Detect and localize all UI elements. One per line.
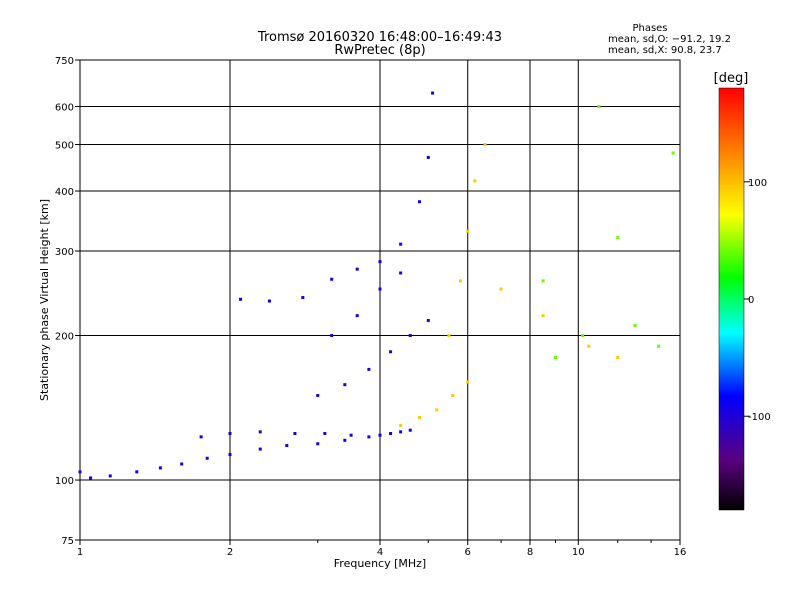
data-point [447,334,451,338]
data-point [293,432,297,436]
data-point [285,444,289,448]
data-point [399,430,403,434]
grid-lines [80,60,680,540]
data-point [466,380,470,384]
y-tick-label: 400 [55,187,74,198]
data-point [389,350,393,354]
data-point [378,433,382,437]
data-point [587,344,591,348]
data-point [426,155,430,159]
data-point [258,447,262,451]
data-point [267,299,271,303]
x-tick-label: 2 [227,547,233,558]
data-point [616,236,620,240]
data-point [671,151,675,155]
data-point [431,91,435,95]
data-point [180,462,184,466]
y-tick-label: 75 [61,536,74,547]
data-point [408,334,412,338]
data-point [458,279,462,283]
stats-o-line: mean, sd,O: −91.2, 19.2 [608,34,731,45]
data-point [399,271,403,275]
data-point [323,432,327,436]
data-point [108,474,112,478]
data-point [426,318,430,322]
y-tick-label: 600 [55,103,74,114]
data-point [158,466,162,470]
data-point [343,438,347,442]
data-point [417,200,421,204]
colorbar-label: [deg] [714,71,749,86]
y-tick-label: 100 [55,476,74,487]
data-point [301,296,305,300]
x-tick-label: 10 [572,547,585,558]
x-tick-label: 16 [674,547,687,558]
data-point [581,334,585,338]
x-axis-label: Frequency [MHz] [334,557,426,570]
data-point [408,428,412,432]
x-tick-label: 4 [377,547,383,558]
data-point [483,143,487,147]
data-point [89,476,93,480]
data-point [228,453,232,457]
x-tick-label: 8 [527,547,533,558]
data-point [355,314,359,318]
x-tick-label: 6 [465,547,471,558]
data-point [451,394,455,398]
data-point [466,229,470,233]
data-point [389,432,393,436]
data-point [78,470,82,474]
data-point [541,279,545,283]
data-point [435,408,439,412]
data-point [355,267,359,271]
data-point [135,470,139,474]
data-point [349,433,353,437]
x-tick-label: 1 [77,547,83,558]
data-point [378,287,382,291]
colorbar-tick-label: 0 [748,295,754,306]
colorbar-ticks: 100 0 -100 [744,178,771,423]
y-tick-label: 300 [55,247,74,258]
data-point [343,383,347,387]
y-tick-label: 750 [55,56,74,67]
data-point [330,334,334,338]
data-point [616,355,620,359]
data-point [597,105,601,109]
data-point [258,430,262,434]
axis-ticks: 1 2 4 6 8 10 16 75 100 200 300 400 500 600 750 [55,56,686,558]
data-point [657,344,661,348]
y-tick-label: 500 [55,141,74,152]
y-tick-label: 200 [55,332,74,343]
colorbar [718,87,745,511]
data-point [367,367,371,371]
data-points [78,91,675,480]
stats-title: Phases [632,23,667,34]
colorbar-tick-label: -100 [748,412,771,423]
y-axis-label: Stationary phase Virtual Height [km] [38,199,51,401]
data-point [367,435,371,439]
data-point [541,314,545,318]
data-point [399,242,403,246]
data-point [239,297,243,301]
data-point [417,415,421,419]
data-point [316,394,320,398]
data-point [205,456,209,460]
data-point [399,423,403,427]
colorbar-tick-label: 100 [748,178,767,189]
data-point [633,323,637,327]
data-point [316,442,320,446]
data-point [553,355,557,359]
data-point [330,277,334,281]
data-point [228,432,232,436]
data-point [473,179,477,183]
stats-x-line: mean, sd,X: 90.8, 23.7 [608,45,722,56]
data-point [499,287,503,291]
chart-title: Tromsø 20160320 16:48:00–16:49:43 [257,30,502,45]
chart-subtitle: RwPretec (8p) [334,43,425,58]
data-point [378,260,382,264]
data-point [199,435,203,439]
